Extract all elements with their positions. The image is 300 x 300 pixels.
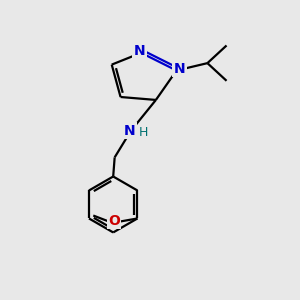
Text: H: H: [139, 126, 148, 139]
Text: O: O: [108, 214, 120, 227]
Text: N: N: [174, 62, 185, 76]
Text: N: N: [134, 44, 146, 58]
Text: N: N: [124, 124, 135, 138]
